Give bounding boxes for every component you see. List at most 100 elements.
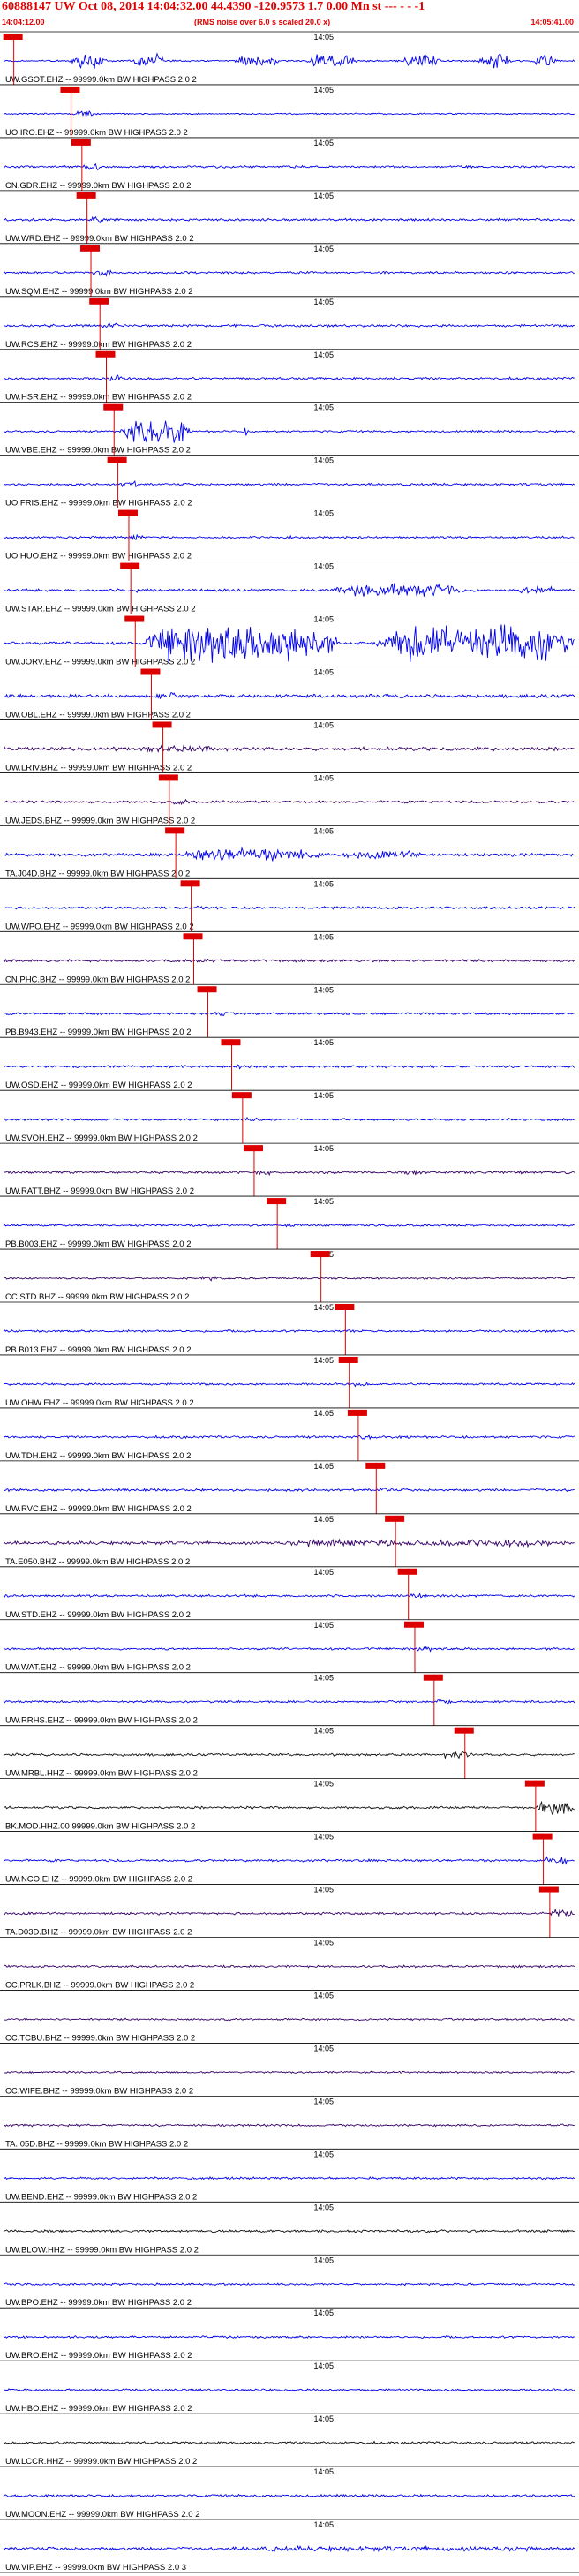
minute-tick-label: 14:05 xyxy=(313,350,334,359)
pick-marker xyxy=(140,668,161,675)
waveform-trace xyxy=(3,692,575,699)
waveform-trace xyxy=(3,958,575,963)
pick-marker xyxy=(152,721,172,728)
minute-tick-label: 14:05 xyxy=(313,1462,334,1471)
pick-marker xyxy=(158,774,178,781)
waveform-trace xyxy=(3,1011,575,1017)
waveform-trace xyxy=(3,2017,575,2022)
pick-marker xyxy=(385,1515,405,1522)
minute-tick-label: 14:05 xyxy=(313,1197,334,1206)
pick-marker xyxy=(365,1462,386,1469)
minute-tick-label: 14:05 xyxy=(313,562,334,571)
pick-marker xyxy=(89,298,109,305)
trace-label: UW.BRO.EHZ -- 99999.0km BW HIGHPASS 2.0 … xyxy=(5,2351,192,2361)
minute-tick-label: 14:05 xyxy=(313,720,334,729)
waveform-trace xyxy=(3,1064,575,1070)
waveform-trace xyxy=(3,1538,575,1548)
waveform-trace xyxy=(3,846,575,862)
minute-tick-label: 14:05 xyxy=(313,1091,334,1100)
end-time-label: 14:05:41.00 xyxy=(530,18,574,26)
waveform-trace xyxy=(3,1116,575,1122)
minute-tick-label: 14:05 xyxy=(313,1515,334,1524)
waveform-trace xyxy=(3,1699,575,1705)
pick-marker xyxy=(397,1568,417,1575)
trace-label: UO.IRO.EHZ -- 99999.0km BW HIGHPASS 2.0 … xyxy=(5,128,188,138)
pick-marker xyxy=(103,403,124,411)
minute-tick-label: 14:05 xyxy=(313,192,334,200)
trace-label: UW.NCO.EHZ -- 99999.0km BW HIGHPASS 2.0 … xyxy=(5,1875,192,1885)
trace-label: UW.OBL.EHZ -- 99999.0km BW HIGHPASS 2.0 … xyxy=(5,710,191,719)
trace-label: UW.RVC.EHZ -- 99999.0km BW HIGHPASS 2.0 … xyxy=(5,1504,192,1514)
minute-tick-label: 14:05 xyxy=(313,1991,334,2000)
waveform-trace xyxy=(3,1592,575,1600)
waveform-trace xyxy=(3,1329,575,1334)
trace-label: UW.LCCR.HHZ -- 99999.0km BW HIGHPASS 2.0… xyxy=(5,2457,197,2467)
trace-label: UW.OSD.EHZ -- 99999.0km BW HIGHPASS 2.0 … xyxy=(5,1081,192,1090)
pick-marker xyxy=(243,1145,263,1152)
event-title: 60888147 UW Oct 08, 2014 14:04:32.00 44.… xyxy=(2,0,425,13)
pick-marker xyxy=(117,509,138,516)
trace-label: BK.MOD.HHZ.00 99999.0km BW HIGHPASS 2.0 … xyxy=(5,1822,195,1832)
trace-label: UW.GSOT.EHZ -- 99999.0km BW HIGHPASS 2.0… xyxy=(5,75,197,85)
waveform-trace xyxy=(3,1434,575,1441)
pick-marker xyxy=(120,562,140,569)
pick-marker xyxy=(454,1727,474,1734)
waveform-trace xyxy=(3,2493,575,2498)
trace-label: UW.OHW.EHZ -- 99999.0km BW HIGHPASS 2.0 … xyxy=(5,1398,194,1408)
waveform-trace xyxy=(3,215,575,224)
minute-tick-label: 14:05 xyxy=(313,456,334,465)
pick-marker xyxy=(538,1886,559,1893)
waveform-trace xyxy=(3,109,575,117)
minute-tick-label: 14:05 xyxy=(313,1356,334,1365)
trace-label: CC.PRLK.BHZ -- 99999.0km BW HIGHPASS 2.0… xyxy=(5,1980,194,1990)
pick-marker xyxy=(80,245,101,252)
pick-marker xyxy=(403,1621,424,1628)
pick-marker xyxy=(231,1092,252,1099)
minute-tick-label: 14:05 xyxy=(313,86,334,94)
minute-tick-label: 14:05 xyxy=(313,245,334,253)
minute-tick-label: 14:05 xyxy=(313,1409,334,1418)
waveform-trace xyxy=(3,162,575,171)
pick-marker xyxy=(221,1039,241,1046)
trace-label: UW.VIP.EHZ -- 99999.0km BW HIGHPASS 2.0 … xyxy=(5,2563,186,2572)
waveform-trace xyxy=(3,420,575,443)
pick-marker xyxy=(71,139,91,146)
waveform-trace xyxy=(3,322,575,328)
pick-marker xyxy=(183,933,203,940)
minute-tick-label: 14:05 xyxy=(313,2097,334,2105)
trace-label: UW.MOON.EHZ -- 99999.0km BW HIGHPASS 2.0… xyxy=(5,2510,200,2520)
minute-tick-label: 14:05 xyxy=(313,2203,334,2211)
pick-marker xyxy=(180,880,200,887)
minute-tick-label: 14:05 xyxy=(313,139,334,147)
minute-tick-label: 14:05 xyxy=(313,2309,334,2317)
pick-marker xyxy=(60,86,80,93)
minute-tick-label: 14:05 xyxy=(313,2414,334,2423)
trace-label: UW.LRIV.BHZ -- 99999.0km BW HIGHPASS 2.0… xyxy=(5,763,192,772)
trace-label: UW.TDH.EHZ -- 99999.0km BW HIGHPASS 2.0 … xyxy=(5,1451,191,1461)
waveform-trace xyxy=(3,2229,575,2233)
waveform-trace xyxy=(3,2123,575,2128)
trace-label: UW.MRBL.HHZ -- 99999.0km BW HIGHPASS 2.0… xyxy=(5,1769,198,1779)
minute-tick-label: 14:05 xyxy=(313,1939,334,1947)
trace-label: UW.RATT.BHZ -- 99999.0km BW HIGHPASS 2.0… xyxy=(5,1186,194,1196)
minute-tick-label: 14:05 xyxy=(313,932,334,941)
trace-label: UW.WPO.EHZ -- 99999.0km BW HIGHPASS 2.0 … xyxy=(5,922,194,931)
trace-label: CC.TCBU.BHZ -- 99999.0km BW HIGHPASS 2.0… xyxy=(5,2033,195,2043)
minute-tick-label: 14:05 xyxy=(313,1727,334,1736)
trace-label: CN.GDR.EHZ -- 99999.0km BW HIGHPASS 2.0 … xyxy=(5,181,191,191)
trace-label: TA.J04D.BHZ -- 99999.0km BW HIGHPASS 2.0… xyxy=(5,869,190,878)
trace-label: UW.WRD.EHZ -- 99999.0km BW HIGHPASS 2.0 … xyxy=(5,234,194,244)
trace-label: CC.WIFE.BHZ -- 99999.0km BW HIGHPASS 2.0… xyxy=(5,2086,193,2096)
trace-label: UW.STD.EHZ -- 99999.0km BW HIGHPASS 2.0 … xyxy=(5,1610,191,1620)
pick-marker xyxy=(197,986,217,993)
waveform-trace xyxy=(3,2335,575,2339)
trace-label: UW.BEND.EHZ -- 99999.0km BW HIGHPASS 2.0… xyxy=(5,2192,197,2202)
waveform-trace xyxy=(3,744,575,754)
waveform-trace xyxy=(3,1800,575,1816)
pick-marker xyxy=(165,827,185,834)
trace-label: PB.B003.EHZ -- 99999.0km BW HIGHPASS 2.0… xyxy=(5,1239,192,1249)
waveform-trace xyxy=(3,798,575,806)
trace-label: CN.PHC.BHZ -- 99999.0km BW HIGHPASS 2.0 … xyxy=(5,975,190,984)
trace-label: CC.STD.BHZ -- 99999.0km BW HIGHPASS 2.0 … xyxy=(5,1292,189,1302)
waveform-trace xyxy=(3,52,575,70)
